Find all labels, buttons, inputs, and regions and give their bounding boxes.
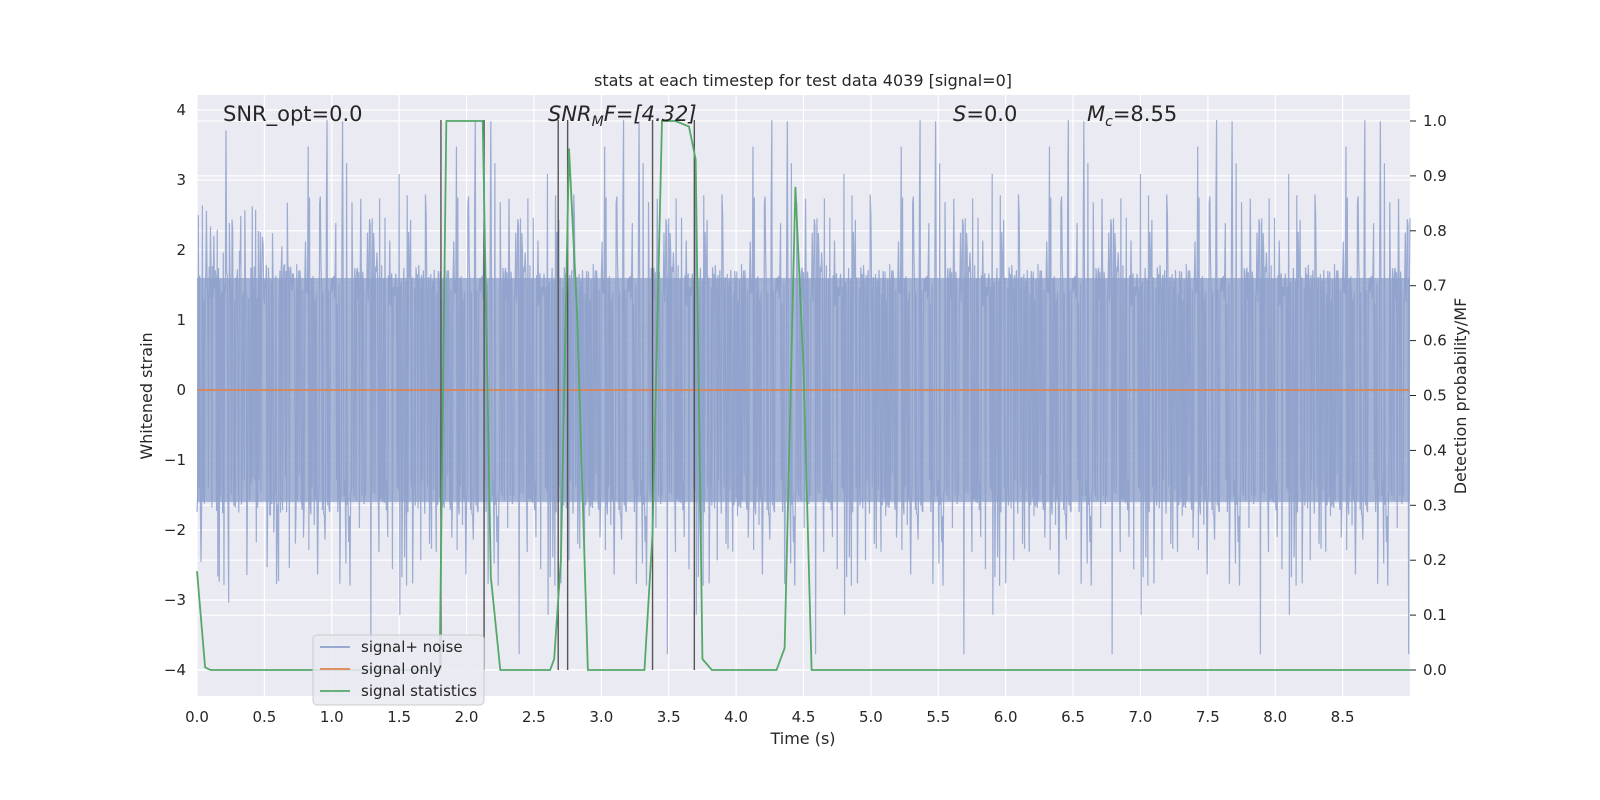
y2-tick-label: 0.3 — [1423, 496, 1447, 514]
x-tick-label: 3.0 — [589, 708, 613, 726]
legend: signal+ noise signal only signal statist… — [312, 634, 485, 706]
x-tick-label: 5.5 — [926, 708, 950, 726]
x-tick-label: 6.5 — [1061, 708, 1085, 726]
y-axis-label: Whitened strain — [137, 332, 156, 459]
y-axis-ticks: 4 3 2 1 0 −1 −2 −3 −4 — [164, 101, 186, 679]
y-tick-label: −4 — [164, 661, 186, 679]
snr-mf-rest: F=[4.32] — [604, 102, 697, 126]
y-tick-label: 0 — [176, 381, 186, 399]
x-tick-label: 4.5 — [792, 708, 816, 726]
x-tick-label: 8.0 — [1263, 708, 1287, 726]
y-tick-label: 3 — [176, 171, 186, 189]
x-tick-label: 5.0 — [859, 708, 883, 726]
y2-axis-ticks: 1.0 0.9 0.8 0.7 0.6 0.5 0.4 0.3 0.2 0.1 0.0 — [1410, 112, 1447, 679]
snr-mf-subscript: M — [592, 114, 604, 130]
x-tick-label: 4.0 — [724, 708, 748, 726]
x-tick-label: 1.0 — [320, 708, 344, 726]
y-tick-label: −2 — [164, 521, 186, 539]
y2-tick-label: 0.1 — [1423, 606, 1447, 624]
x-tick-label: 2.5 — [522, 708, 546, 726]
x-axis-ticks: 0.0 0.5 1.0 1.5 2.0 2.5 3.0 3.5 4.0 4.5 5.0 5.5 6.0 6… — [185, 708, 1354, 726]
s-symbol: S — [953, 102, 966, 126]
x-tick-label: 7.5 — [1196, 708, 1220, 726]
y2-tick-label: 0.0 — [1423, 661, 1447, 679]
x-tick-label: 7.0 — [1129, 708, 1153, 726]
snr-mf-symbol: SNR — [548, 102, 592, 126]
legend-box — [312, 634, 485, 706]
y-tick-label: −1 — [164, 451, 186, 469]
y2-tick-label: 0.5 — [1423, 387, 1447, 405]
y2-tick-label: 0.9 — [1423, 167, 1447, 185]
mc-annotation: Mc=8.55 — [1087, 102, 1177, 130]
s-value: =0.0 — [966, 102, 1017, 126]
mc-value: =8.55 — [1113, 102, 1177, 126]
y2-tick-label: 0.7 — [1423, 277, 1447, 295]
y-tick-label: 1 — [176, 311, 186, 329]
x-tick-label: 6.0 — [994, 708, 1018, 726]
chart-title: stats at each timestep for test data 403… — [594, 71, 1012, 90]
x-tick-label: 8.5 — [1331, 708, 1355, 726]
noise-line — [196, 119, 1411, 655]
x-tick-label: 1.5 — [387, 708, 411, 726]
x-tick-label: 2.0 — [455, 708, 479, 726]
snr-mf-annotation: SNRMF=[4.32] — [548, 102, 697, 130]
mc-symbol: M — [1087, 102, 1105, 126]
y-tick-label: 2 — [176, 241, 186, 259]
s-annotation: S=0.0 — [953, 102, 1017, 126]
mc-subscript: c — [1105, 114, 1113, 130]
legend-label-signal-statistics: signal statistics — [361, 682, 477, 700]
snr-opt-annotation: SNR_opt=0.0 — [223, 102, 363, 127]
y2-tick-label: 1.0 — [1423, 112, 1447, 130]
legend-label-signal-only: signal only — [361, 660, 442, 678]
legend-label-signal-noise: signal+ noise — [361, 638, 463, 656]
x-tick-label: 3.5 — [657, 708, 681, 726]
x-tick-label: 0.5 — [252, 708, 276, 726]
x-tick-label: 0.0 — [185, 708, 209, 726]
y2-tick-label: 0.8 — [1423, 222, 1447, 240]
y2-tick-label: 0.6 — [1423, 332, 1447, 350]
signal-statistics-trace — [196, 120, 1410, 671]
y2-tick-label: 0.4 — [1423, 441, 1447, 459]
y2-axis-label: Detection probability/MF — [1451, 298, 1470, 495]
y2-tick-label: 0.2 — [1423, 551, 1447, 569]
signal-statistics-line — [196, 120, 1410, 671]
x-axis-label: Time (s) — [769, 729, 835, 748]
y-tick-label: −3 — [164, 591, 186, 609]
y-tick-label: 4 — [176, 101, 186, 119]
